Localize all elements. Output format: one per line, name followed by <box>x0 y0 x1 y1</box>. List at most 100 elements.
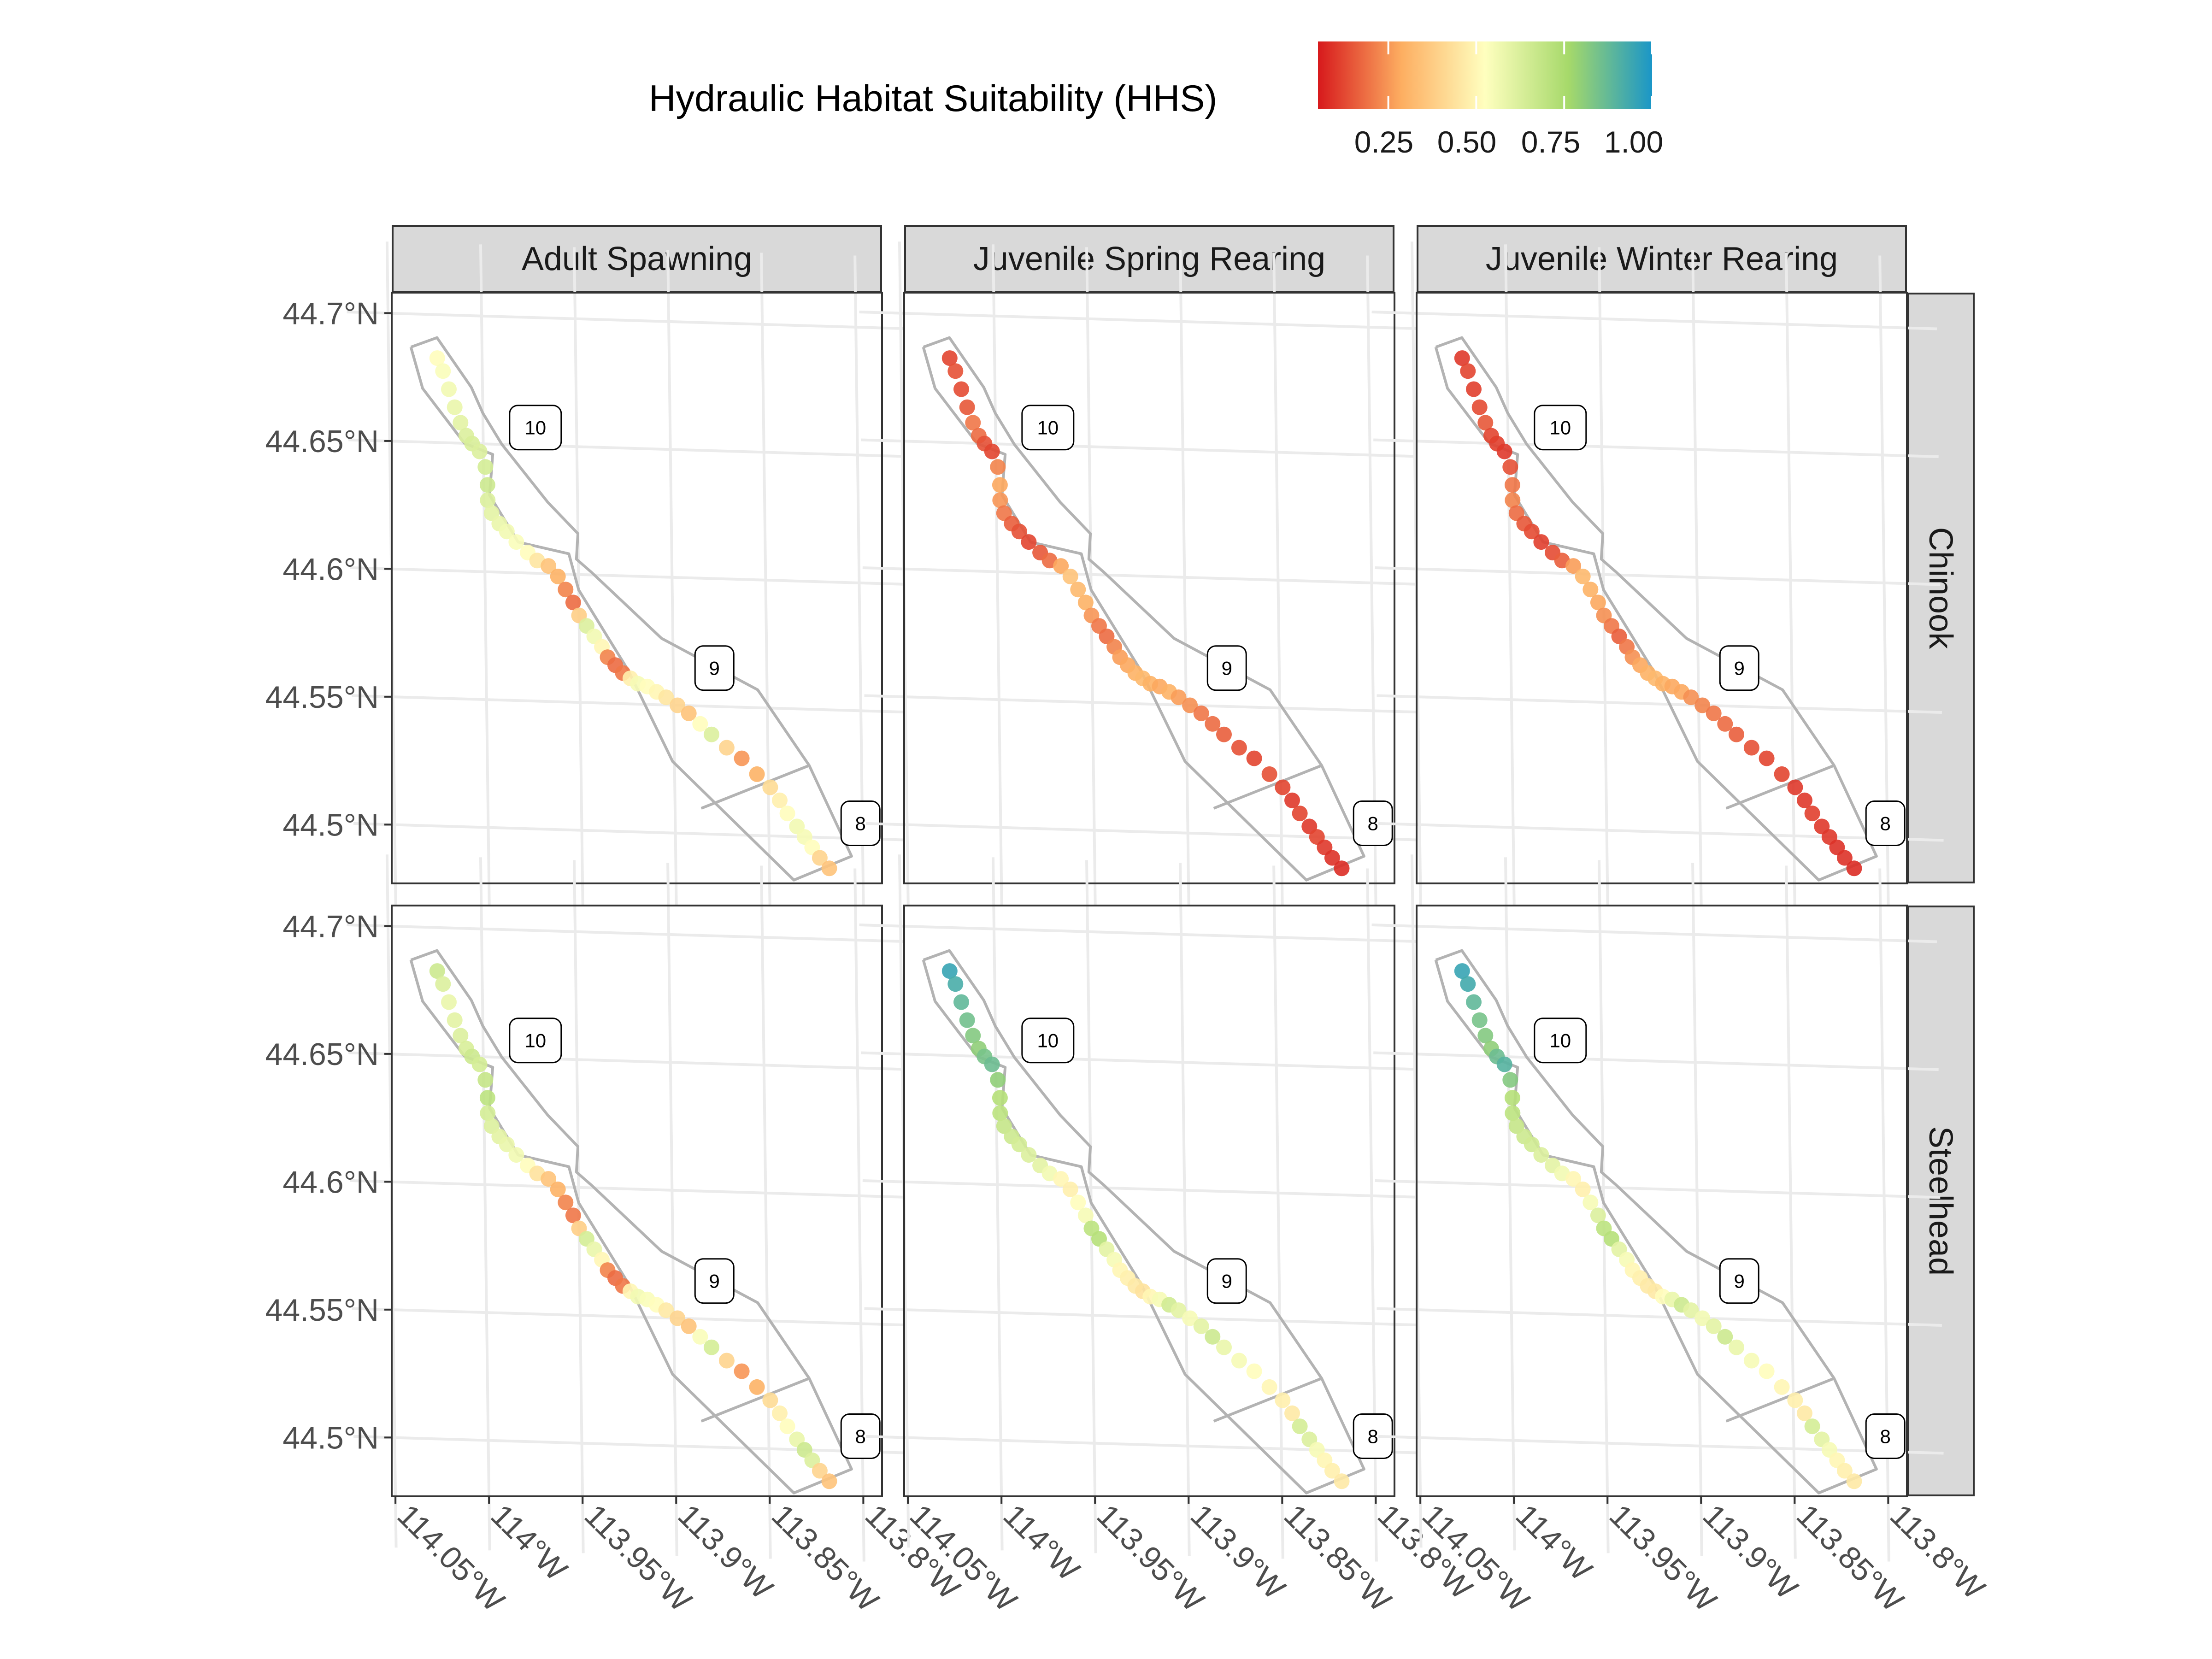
graticule-parallel <box>861 438 1426 459</box>
panel-background <box>1417 906 1907 1496</box>
hhs-point <box>1070 1194 1086 1211</box>
hhs-point <box>1466 994 1482 1010</box>
hhs-point <box>812 1463 828 1479</box>
hhs-point <box>1193 1318 1209 1334</box>
hhs-point <box>1324 850 1340 866</box>
reach-label-box <box>1719 1258 1759 1304</box>
reach-label: 9 <box>709 1271 720 1292</box>
hhs-point <box>1261 766 1277 782</box>
hhs-point <box>953 994 969 1010</box>
hhs-point <box>1694 1310 1711 1326</box>
hhs-point <box>471 443 488 459</box>
hhs-point <box>1683 1302 1699 1318</box>
graticule-parallel <box>859 310 1425 330</box>
hhs-point <box>1797 1405 1812 1421</box>
graticule-meridian <box>479 244 491 938</box>
hhs-point <box>1565 558 1582 574</box>
hhs-point <box>658 689 674 706</box>
graticule-meridian <box>1085 247 1097 941</box>
hhs-point <box>1836 1463 1853 1479</box>
hhs-point <box>704 726 719 742</box>
hhs-point <box>947 363 964 379</box>
graticule-meridian <box>1598 247 1610 941</box>
x-axis-tick-label: 114°W <box>484 1498 574 1588</box>
hhs-point <box>1471 399 1488 415</box>
legend-tick-label: 0.50 <box>1437 125 1497 159</box>
hhs-point <box>1524 524 1540 540</box>
reach-label: 8 <box>1368 812 1378 834</box>
graticule-parallel <box>1378 1435 1944 1455</box>
hhs-point <box>1466 381 1482 397</box>
hhs-point <box>1053 558 1069 574</box>
hhs-point <box>772 1405 788 1421</box>
hhs-point <box>992 477 1008 493</box>
hhs-point <box>477 1072 494 1088</box>
reach-label-box <box>509 1018 562 1064</box>
reach-label-box <box>1719 645 1759 691</box>
hhs-point <box>1774 766 1790 782</box>
reach-label: 10 <box>524 417 546 439</box>
hhs-point <box>1706 1318 1722 1334</box>
graticule-parallel <box>1375 1179 1941 1199</box>
graticule-parallel <box>862 566 1428 586</box>
hhs-point <box>992 1090 1008 1106</box>
graticule-parallel <box>347 310 912 330</box>
hhs-point <box>1804 1418 1820 1435</box>
hhs-point <box>1717 716 1733 732</box>
hhs-point <box>1216 726 1232 742</box>
hhs-point <box>1205 1329 1221 1345</box>
hhs-point <box>441 381 457 397</box>
hhs-point <box>1334 860 1350 877</box>
panel-background <box>904 906 1394 1496</box>
hhs-point <box>1231 740 1247 756</box>
hhs-point <box>1477 1028 1494 1044</box>
graticule-meridian <box>573 247 585 941</box>
hhs-point <box>1460 363 1476 379</box>
hhs-point <box>1053 1171 1069 1187</box>
hhs-point <box>965 415 981 431</box>
hhs-point <box>681 1318 697 1334</box>
y-axis-tick-label: 44.65°N <box>265 424 379 459</box>
hhs-point <box>541 1171 557 1187</box>
hhs-point <box>480 1105 496 1121</box>
reach-label: 10 <box>1549 417 1571 439</box>
hhs-point <box>990 459 1006 475</box>
hhs-point <box>1575 1181 1591 1197</box>
hhs-point <box>453 1028 469 1044</box>
hhs-point <box>508 534 524 550</box>
hhs-point <box>762 1392 778 1408</box>
graticule-meridian <box>991 857 1004 1551</box>
hhs-point <box>565 594 581 611</box>
reach-label: 10 <box>1037 417 1059 439</box>
hhs-point <box>1504 1090 1520 1106</box>
hhs-point <box>479 1090 495 1106</box>
graticule-meridian <box>1272 865 1284 1559</box>
hhs-point <box>1284 792 1300 808</box>
hhs-point <box>558 582 574 598</box>
graticule-meridian <box>1179 250 1191 943</box>
hhs-point <box>749 1379 765 1395</box>
hhs-point <box>508 1147 524 1163</box>
graticule-meridian <box>1085 860 1097 1553</box>
legend-tick-label: 0.25 <box>1354 125 1414 159</box>
hhs-point <box>947 976 964 992</box>
graticule-parallel <box>353 1435 919 1455</box>
graticule-parallel <box>864 694 1430 714</box>
hhs-point <box>953 381 969 397</box>
hhs-point <box>1477 415 1494 431</box>
reach-label-box <box>694 1258 735 1304</box>
y-axis-tick-label: 44.5°N <box>282 807 379 842</box>
hhs-point <box>1231 1353 1247 1369</box>
graticule-parallel <box>1373 1051 1939 1071</box>
hhs-point <box>1077 1207 1094 1224</box>
hhs-point <box>749 766 765 782</box>
hhs-point <box>984 1056 1000 1072</box>
hhs-point <box>1182 697 1198 713</box>
hhs-point <box>718 1353 735 1369</box>
hhs-point <box>992 492 1008 508</box>
hhs-point <box>670 697 686 713</box>
hhs-point <box>441 994 457 1010</box>
legend-colorbar <box>1318 41 1652 109</box>
hhs-point <box>984 443 1000 459</box>
hhs-point <box>1804 806 1820 822</box>
